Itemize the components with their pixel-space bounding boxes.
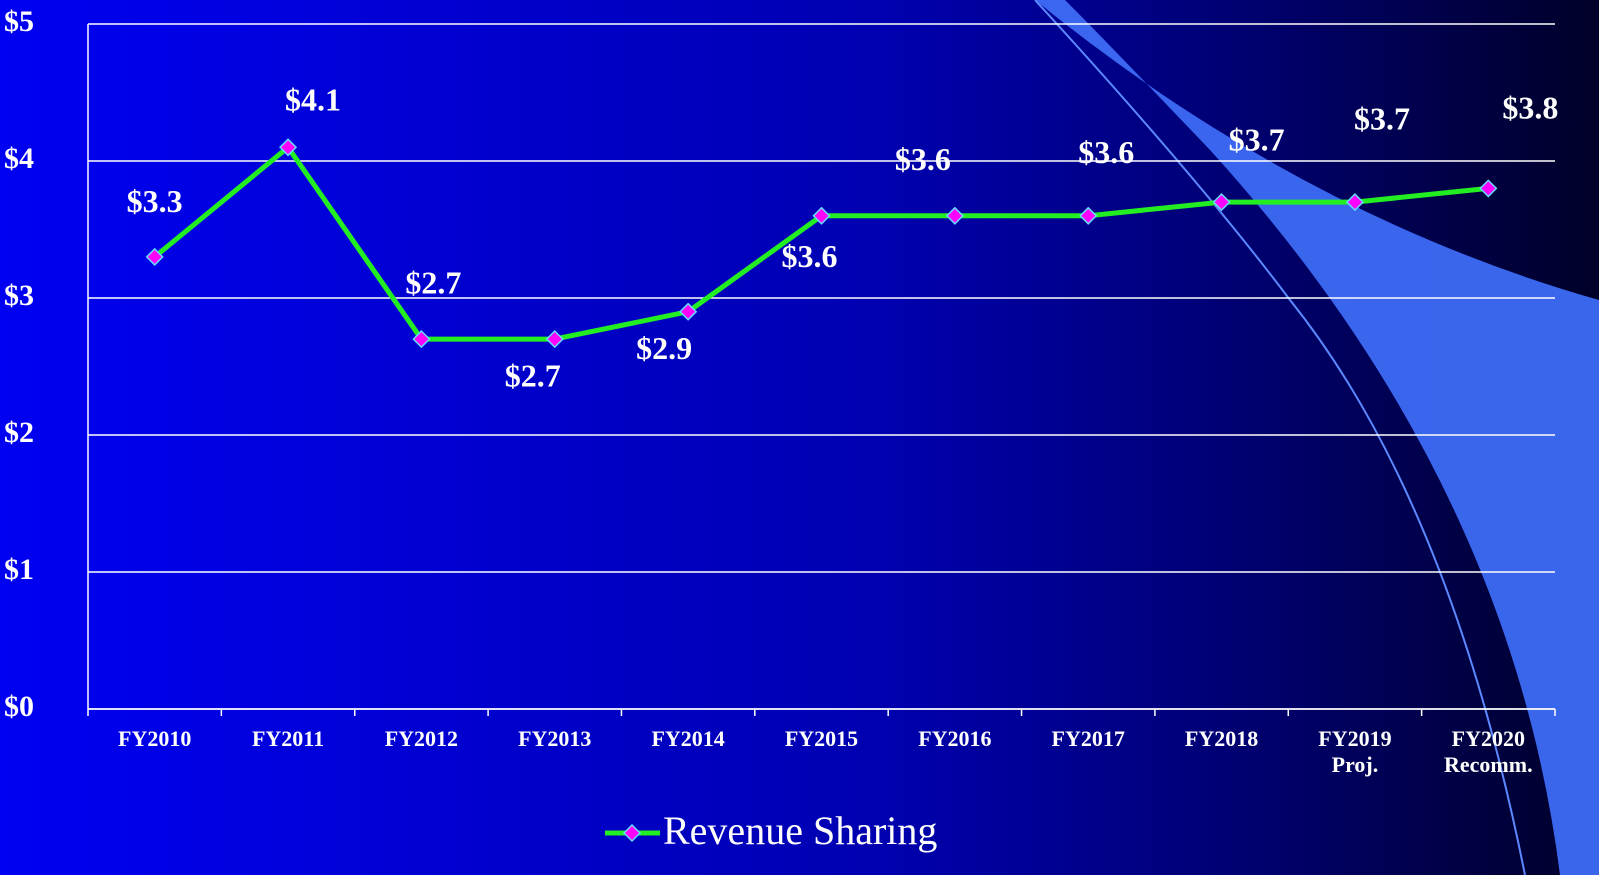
x-tick-label: FY2014 — [623, 726, 753, 752]
x-tick-label: FY2013 — [490, 726, 620, 752]
x-tick-label: FY2012 — [356, 726, 486, 752]
y-tick-label: $1 — [4, 553, 34, 586]
x-tick-label: FY2010 — [90, 726, 220, 752]
data-label: $3.6 — [782, 238, 838, 274]
data-label: $2.7 — [405, 264, 461, 300]
slide: $0 $1 $2 $3 $4 $5 $3.3 $4.1 $2.7 $2.7 $2.9 $3.6 $3.6… — [0, 0, 1599, 875]
data-label: $3.6 — [1078, 134, 1134, 170]
y-tick-label: $4 — [4, 142, 34, 175]
y-tick-label: $0 — [4, 690, 34, 723]
x-tick-label: FY2020 Recomm. — [1423, 726, 1553, 778]
data-label: $3.7 — [1354, 100, 1410, 136]
data-label: $4.1 — [285, 82, 341, 118]
data-label: $2.9 — [636, 330, 692, 366]
data-label: $3.7 — [1229, 121, 1285, 157]
x-tick-label: FY2015 — [757, 726, 887, 752]
data-label: $3.3 — [127, 183, 183, 219]
legend-label: Revenue Sharing — [663, 808, 937, 853]
y-tick-label: $5 — [4, 5, 34, 38]
x-tick-label: FY2017 — [1023, 726, 1153, 752]
x-tick-label: FY2019 Proj. — [1290, 726, 1420, 778]
x-tick-label: FY2016 — [890, 726, 1020, 752]
data-label: $3.8 — [1502, 90, 1558, 126]
data-label: $3.6 — [895, 141, 951, 177]
data-label: $2.7 — [505, 357, 561, 393]
y-tick-label: $3 — [4, 279, 34, 312]
y-tick-label: $2 — [4, 416, 34, 449]
x-tick-label: FY2018 — [1157, 726, 1287, 752]
x-tick-label: FY2011 — [223, 726, 353, 752]
